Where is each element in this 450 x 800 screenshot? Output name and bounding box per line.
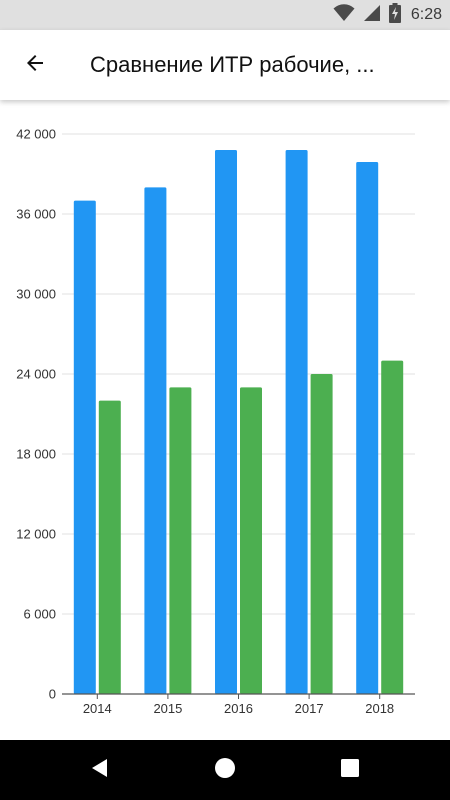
back-triangle-icon: [90, 758, 110, 783]
y-tick-label: 42 000: [16, 127, 56, 142]
y-tick-label: 6 000: [23, 607, 56, 622]
bar: [144, 187, 167, 694]
x-tick-label: 2016: [224, 701, 253, 716]
x-tick-label: 2018: [365, 701, 394, 716]
signal-icon: [363, 4, 381, 27]
status-icons: 6:28: [333, 0, 442, 30]
x-tick-label: 2017: [295, 701, 324, 716]
arrow-back-icon: [23, 51, 47, 80]
bar: [356, 162, 379, 694]
x-tick-label: 2015: [153, 701, 182, 716]
y-tick-label: 0: [49, 687, 56, 702]
nav-home-button[interactable]: [210, 755, 240, 785]
x-tick-label: 2014: [83, 701, 112, 716]
status-time: 6:28: [410, 6, 442, 23]
home-circle-icon: [214, 757, 236, 784]
bar: [215, 150, 237, 694]
y-tick-label: 24 000: [16, 367, 56, 382]
wifi-icon: [333, 3, 355, 27]
y-tick-label: 18 000: [16, 447, 56, 462]
bar: [381, 360, 404, 694]
bar: [169, 387, 192, 694]
page-title: Сравнение ИТР рабочие, ...: [90, 52, 375, 77]
bar: [98, 400, 121, 694]
nav-recents-button[interactable]: [335, 755, 365, 785]
back-button[interactable]: [18, 48, 52, 82]
status-bar: 6:28: [0, 0, 450, 30]
chart-area: 0 6 000 12 000 18 000 24 000 30 000 36 000 42 0…: [0, 100, 450, 740]
bar: [310, 374, 333, 694]
recents-square-icon: [340, 758, 360, 783]
bar: [285, 150, 308, 694]
nav-back-button[interactable]: [85, 755, 115, 785]
bar: [73, 200, 96, 694]
bar: [240, 387, 262, 694]
y-tick-label: 30 000: [16, 287, 56, 302]
battery-charging-icon: [388, 2, 401, 28]
y-tick-label: 36 000: [16, 207, 56, 222]
app-bar: Сравнение ИТР рабочие, ...: [0, 30, 450, 100]
navigation-bar: [0, 740, 450, 800]
bar-chart: 0 6 000 12 000 18 000 24 000 30 000 36 000 42 0…: [16, 127, 415, 716]
y-tick-label: 12 000: [16, 527, 56, 542]
